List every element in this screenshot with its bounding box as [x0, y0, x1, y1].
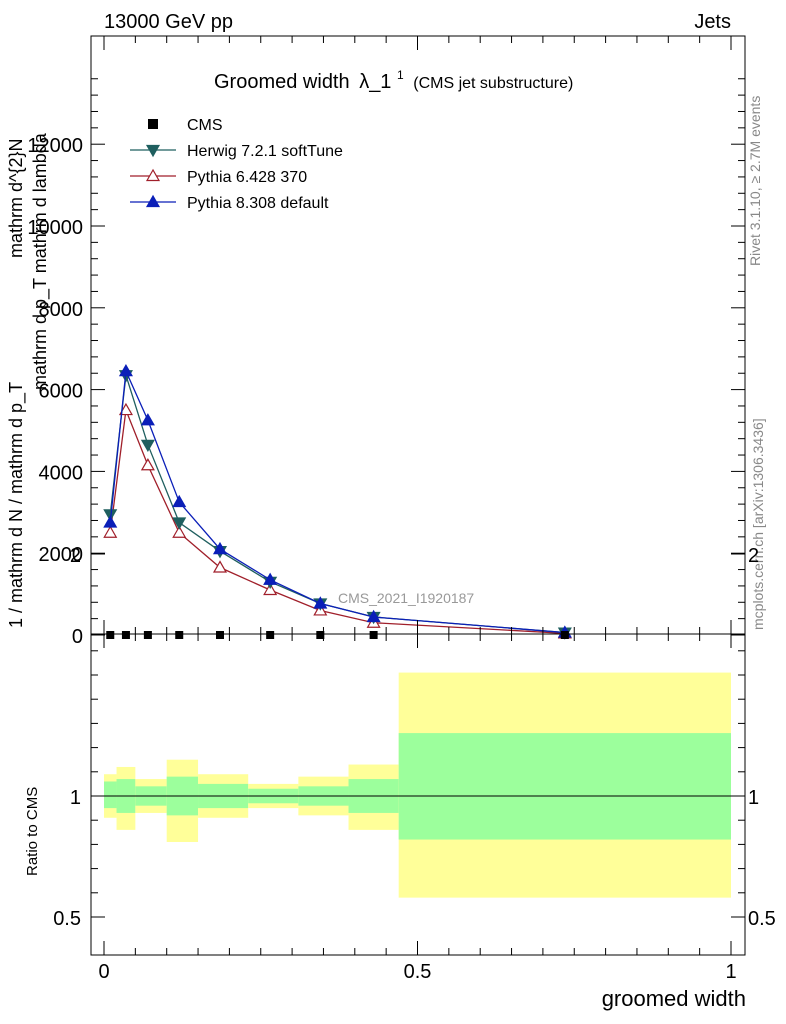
x-axis-label: groomed width: [602, 986, 746, 1011]
series-point-3: [103, 515, 118, 528]
main-series-layer: [103, 363, 572, 640]
ratio-y-tick-label-left: 1: [70, 787, 81, 809]
main-y-tick-label: 0: [72, 626, 83, 648]
x-tick-label: 0.5: [404, 961, 432, 983]
series-point-1: [172, 517, 187, 530]
ratio-bands-layer: [91, 672, 745, 898]
ratio-y-label: Ratio to CMS: [24, 787, 41, 876]
legend: CMS Herwig 7.2.1 softTune Pythia 6.428 370…: [130, 117, 343, 212]
watermark: CMS_2021_I1920187: [338, 590, 474, 606]
main-y-axis-label: mathrm d^{2}N mathrm d p_T mathrm d lamb…: [6, 132, 51, 628]
main-y-tick-label: 4000: [39, 462, 84, 484]
cms-data-point: [106, 631, 115, 639]
cms-data-point: [215, 631, 224, 639]
legend-label-2: Pythia 6.428 370: [187, 169, 307, 186]
x-tick-label: 1: [725, 961, 736, 983]
main-y-tick-label: 10000: [27, 217, 83, 239]
series-point-2: [172, 525, 187, 538]
ratio-y-tick-label-right: 1: [748, 787, 759, 809]
main-y-tick-label: 8000: [39, 299, 84, 321]
ratio-y-tick-label-left: 2: [70, 545, 81, 567]
series-point-1: [103, 509, 118, 522]
ratio-y-tick-label-left: 0.5: [53, 908, 81, 930]
series-point-2: [263, 582, 278, 596]
series-point-3: [313, 596, 328, 609]
cms-data-point: [143, 631, 152, 639]
series-point-2: [140, 458, 155, 471]
series-point-2: [103, 525, 118, 538]
header-left: 13000 GeV pp: [104, 11, 233, 33]
series-point-2: [212, 560, 228, 573]
ylabel-den: mathrm d p_T mathrm d lambda: [30, 132, 51, 390]
ratio-inner-band-0: [104, 781, 117, 809]
ratio-y-tick-label-right: 0.5: [748, 908, 776, 930]
main-y-tick-label: 6000: [39, 381, 84, 403]
main-y-tick-label: 2000: [39, 544, 84, 566]
cms-data-point: [266, 631, 275, 639]
main-title: Groomed width λ_1 1 (CMS jet substructur…: [214, 62, 573, 93]
series-point-2: [118, 402, 133, 416]
legend-marker-1: [145, 144, 161, 158]
legend-label-1: Herwig 7.2.1 softTune: [187, 143, 343, 160]
x-ticks: 0 0.5 1: [98, 36, 737, 983]
main-y-tick-label: 12000: [27, 135, 83, 157]
side-label-mcplots: mcplots.cern.ch [arXiv:1306.3436]: [750, 418, 766, 630]
legend-marker-cms: [148, 119, 158, 129]
ratio-y-ticks: 0.5 0.5 1 1 2 2: [53, 545, 776, 930]
legend-label-0: CMS: [187, 117, 223, 134]
cms-data-point: [369, 631, 378, 639]
main-title-text: Groomed width: [214, 71, 350, 93]
x-tick-label: 0: [98, 961, 109, 983]
main-title-note: (CMS jet substructure): [413, 75, 573, 92]
legend-label-3: Pythia 8.308 default: [187, 195, 329, 212]
cms-data-point: [316, 631, 325, 639]
ratio-y-tick-label-right: 2: [748, 545, 759, 567]
ylabel-num: mathrm d^{2}N: [6, 139, 26, 259]
legend-marker-2: [145, 168, 161, 182]
side-label-rivet: Rivet 3.1.10, ≥ 2.7M events: [747, 96, 763, 266]
main-title-sup: 1: [397, 68, 404, 82]
legend-marker-3: [145, 194, 161, 208]
series-point-3: [172, 494, 187, 508]
series-point-3: [263, 572, 278, 585]
main-y-ticks: 0 2000 4000 6000 8000 10000 12000: [27, 78, 745, 648]
series-point-3: [140, 413, 155, 426]
series-point-1: [140, 439, 155, 453]
ratio-inner-band-8: [398, 733, 731, 840]
series-point-3: [118, 363, 133, 377]
series-point-3: [366, 609, 381, 623]
main-title-lambda: λ_1: [359, 71, 391, 93]
header-right: Jets: [694, 11, 731, 33]
cms-data-point: [121, 631, 130, 639]
ylabel-front: 1 / mathrm d N / mathrm d p_T: [6, 382, 27, 628]
cms-data-point: [175, 631, 184, 639]
cms-data-point: [560, 631, 569, 639]
series-point-3: [212, 541, 228, 555]
